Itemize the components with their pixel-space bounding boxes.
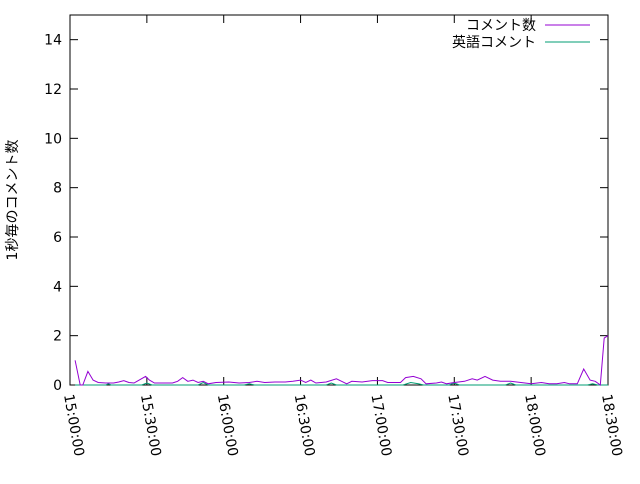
y-tick-label: 4 — [53, 279, 62, 295]
legend: コメント数 英語コメント — [452, 18, 590, 51]
y-tick-label: 6 — [53, 230, 62, 246]
x-tick-label: 17:30:00 — [444, 393, 471, 458]
y-axis-label: 1秒毎のコメント数 — [5, 140, 21, 261]
x-tick-label: 16:30:00 — [291, 393, 318, 458]
x-tick-label: 18:30:00 — [598, 393, 625, 458]
y-tick-label: 2 — [53, 329, 62, 345]
legend-label-english-comments: 英語コメント — [452, 34, 536, 51]
x-tick-label: 18:00:00 — [521, 393, 548, 458]
x-tick-label: 15:30:00 — [137, 393, 164, 458]
y-tick-label: 14 — [44, 33, 62, 49]
x-tick-label: 17:00:00 — [367, 393, 394, 458]
y-tick-label: 8 — [53, 181, 62, 197]
legend-label-comments: コメント数 — [466, 18, 536, 34]
axes: 0 2 4 6 8 10 12 14 15:00:00 15:30:00 16:00:00 16:30… — [44, 14, 625, 458]
x-tick-label: 16:00:00 — [214, 393, 241, 458]
x-tick-label: 15:00:00 — [60, 393, 87, 458]
y-tick-label: 12 — [44, 82, 62, 98]
series-group — [74, 335, 609, 386]
y-tick-label: 0 — [53, 378, 62, 394]
plot-frame — [69, 14, 609, 386]
series-line-0 — [74, 335, 609, 386]
series-line-1 — [75, 381, 608, 386]
y-tick-label: 10 — [44, 131, 62, 147]
